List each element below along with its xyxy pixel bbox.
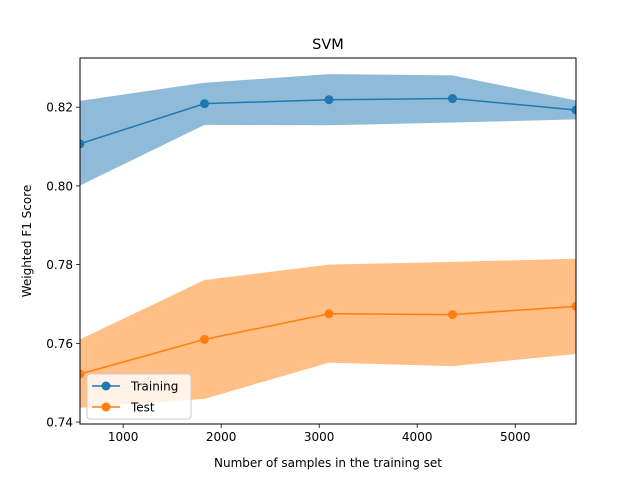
y-tick-label: 0.78: [46, 258, 73, 272]
x-tick-label: 1000: [108, 430, 139, 444]
y-axis-ticks: 0.74 0.76 0.78 0.80 0.82: [46, 101, 80, 430]
y-tick-label: 0.74: [46, 416, 73, 430]
point-test-1: [80, 369, 85, 379]
point-test-5: [571, 301, 576, 311]
x-tick-label: 2000: [206, 430, 237, 444]
point-training-5: [571, 105, 576, 115]
x-tick-label: 4000: [402, 430, 433, 444]
point-training-4: [447, 94, 457, 104]
point-test-2: [199, 334, 209, 344]
y-axis-label: Weighted F1 Score: [20, 185, 34, 298]
x-axis-ticks: 1000 2000 3000 4000 5000: [108, 424, 531, 444]
chart-title: SVM: [312, 37, 344, 53]
point-test-3: [324, 309, 334, 319]
y-tick-label: 0.80: [46, 179, 73, 193]
x-axis-label: Number of samples in the training set: [214, 456, 442, 470]
legend-label-test: Test: [130, 401, 155, 415]
y-tick-label: 0.76: [46, 337, 73, 351]
legend-marker-training: [101, 381, 111, 391]
plot-area: [80, 74, 576, 408]
axes-frame: [79, 57, 577, 425]
legend: Training Test: [86, 373, 192, 420]
legend-marker-test: [101, 402, 111, 412]
legend-label-training: Training: [130, 380, 178, 394]
x-tick-label: 5000: [500, 430, 531, 444]
point-training-2: [199, 99, 209, 109]
y-tick-label: 0.82: [46, 101, 73, 115]
x-tick-label: 3000: [304, 430, 335, 444]
band-test: [80, 258, 576, 408]
point-training-3: [324, 95, 334, 105]
point-training-1: [80, 139, 85, 149]
point-test-4: [447, 310, 457, 320]
